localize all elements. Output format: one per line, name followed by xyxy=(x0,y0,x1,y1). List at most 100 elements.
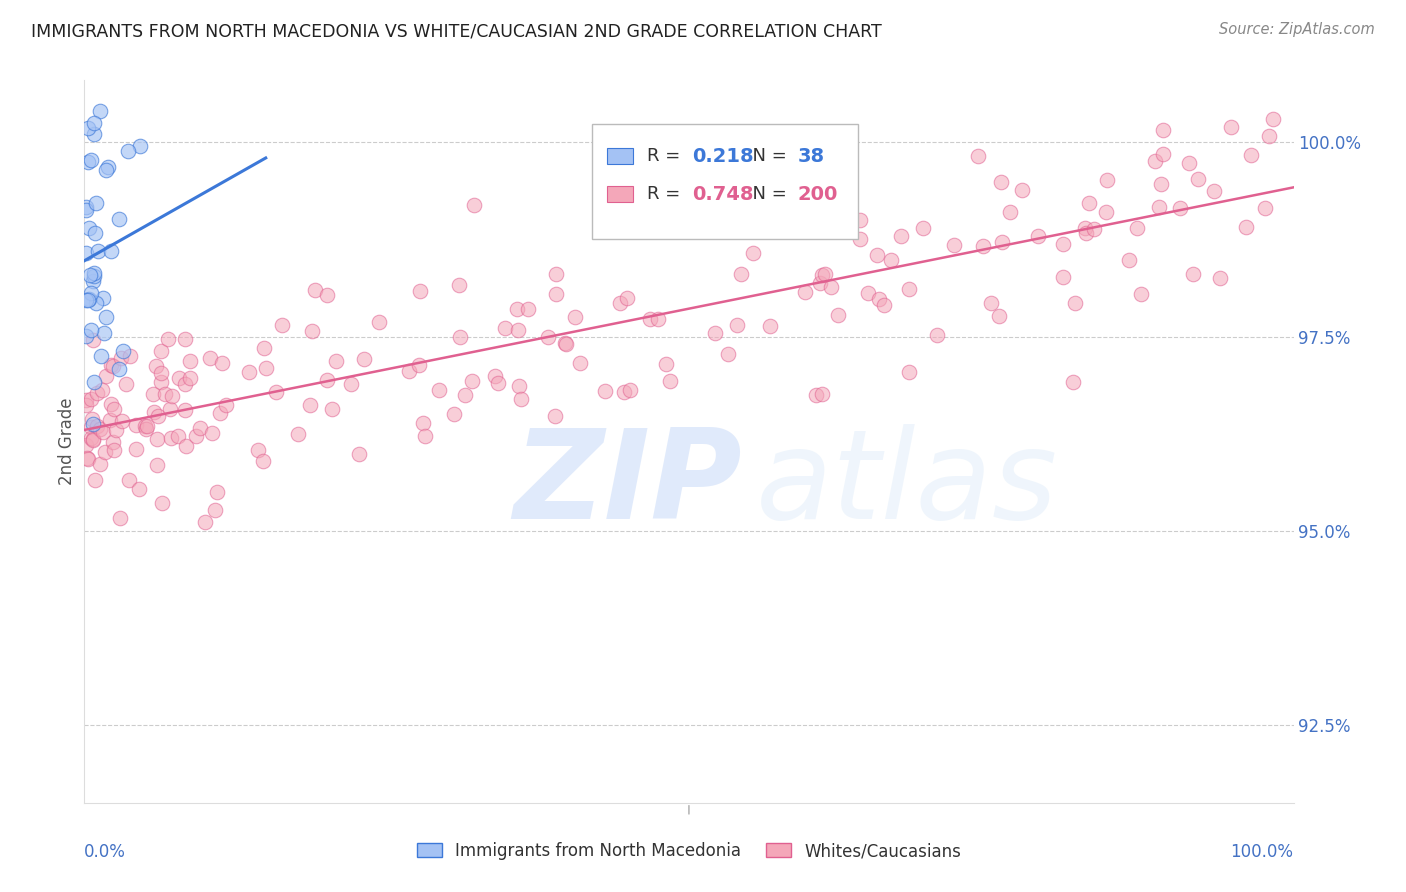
Point xyxy=(868,293,890,307)
Point xyxy=(1130,286,1153,301)
Point xyxy=(142,386,165,401)
Point xyxy=(86,244,108,258)
Legend: Immigrants from North Macedonia, Whites/Caucasians: Immigrants from North Macedonia, Whites/… xyxy=(411,836,967,867)
Point xyxy=(460,374,482,388)
Text: IMMIGRANTS FROM NORTH MACEDONIA VS WHITE/CAUCASIAN 2ND GRADE CORRELATION CHART: IMMIGRANTS FROM NORTH MACEDONIA VS WHITE… xyxy=(31,22,882,40)
Point xyxy=(613,384,636,399)
Point xyxy=(80,153,103,167)
Point xyxy=(80,412,103,426)
Point xyxy=(555,337,578,351)
Point xyxy=(408,358,430,372)
Point xyxy=(966,149,988,163)
Point xyxy=(811,387,834,401)
Point xyxy=(89,104,111,119)
Point xyxy=(253,341,276,355)
Point xyxy=(75,392,97,407)
Point xyxy=(1234,219,1257,234)
Point xyxy=(544,409,567,423)
Point xyxy=(80,322,103,336)
Point xyxy=(1052,269,1074,284)
Point xyxy=(287,427,309,442)
Point xyxy=(554,336,576,351)
Point xyxy=(510,392,533,406)
Point xyxy=(616,292,638,306)
Point xyxy=(79,268,101,282)
Point xyxy=(943,238,966,252)
Point xyxy=(486,376,509,391)
Point xyxy=(156,332,179,346)
Point xyxy=(103,402,125,417)
Point xyxy=(793,285,815,299)
Point xyxy=(1150,177,1173,191)
Point xyxy=(75,329,97,343)
Point xyxy=(108,212,131,227)
Point xyxy=(1077,196,1099,211)
Point xyxy=(134,418,156,433)
Point xyxy=(325,354,347,368)
Point xyxy=(174,332,197,346)
Point xyxy=(118,349,141,363)
Point xyxy=(413,428,436,442)
Point xyxy=(1074,226,1097,240)
Point xyxy=(252,454,274,468)
Text: N =: N = xyxy=(741,186,793,203)
Point xyxy=(75,399,97,413)
Point xyxy=(427,383,450,397)
Point xyxy=(215,398,238,412)
Point xyxy=(198,351,221,366)
Point xyxy=(316,288,339,302)
Point xyxy=(135,422,157,436)
Point xyxy=(211,356,233,370)
Point xyxy=(454,388,477,402)
Point xyxy=(100,397,122,411)
Point xyxy=(169,371,191,385)
Point xyxy=(1094,205,1116,219)
Text: R =: R = xyxy=(647,147,686,165)
Point xyxy=(1125,221,1147,235)
Point xyxy=(155,387,177,401)
Point xyxy=(368,315,391,329)
Point xyxy=(136,419,159,434)
Point xyxy=(544,267,567,281)
Point xyxy=(128,139,150,153)
Point xyxy=(321,402,343,417)
Point xyxy=(659,374,682,388)
Point xyxy=(640,311,662,326)
Point xyxy=(86,385,108,400)
Point xyxy=(104,423,127,437)
Point xyxy=(516,301,538,316)
Point xyxy=(768,147,790,161)
Point xyxy=(1240,148,1263,162)
Point xyxy=(1182,267,1205,281)
Point xyxy=(125,442,148,456)
Point xyxy=(83,127,105,141)
Point xyxy=(146,409,169,423)
Point xyxy=(299,398,322,412)
Point xyxy=(758,319,780,334)
Point xyxy=(880,253,903,268)
Point xyxy=(619,384,641,398)
Point xyxy=(97,160,120,174)
Point xyxy=(75,293,97,307)
Point xyxy=(101,434,124,449)
Point xyxy=(647,312,669,326)
Point xyxy=(238,365,260,379)
Point xyxy=(972,239,994,253)
Point xyxy=(609,296,631,310)
Point xyxy=(848,232,870,246)
Bar xyxy=(607,148,633,164)
Point xyxy=(1118,252,1140,267)
Point xyxy=(205,484,228,499)
Text: 38: 38 xyxy=(797,146,825,166)
Point xyxy=(76,155,98,169)
Point xyxy=(717,347,740,361)
Text: 200: 200 xyxy=(797,185,838,204)
Point xyxy=(96,310,118,325)
Point xyxy=(80,431,103,445)
Point xyxy=(98,412,121,426)
Point xyxy=(114,377,136,392)
Point xyxy=(301,324,323,338)
Point xyxy=(91,291,114,305)
Point xyxy=(75,438,97,452)
Point xyxy=(86,419,108,434)
